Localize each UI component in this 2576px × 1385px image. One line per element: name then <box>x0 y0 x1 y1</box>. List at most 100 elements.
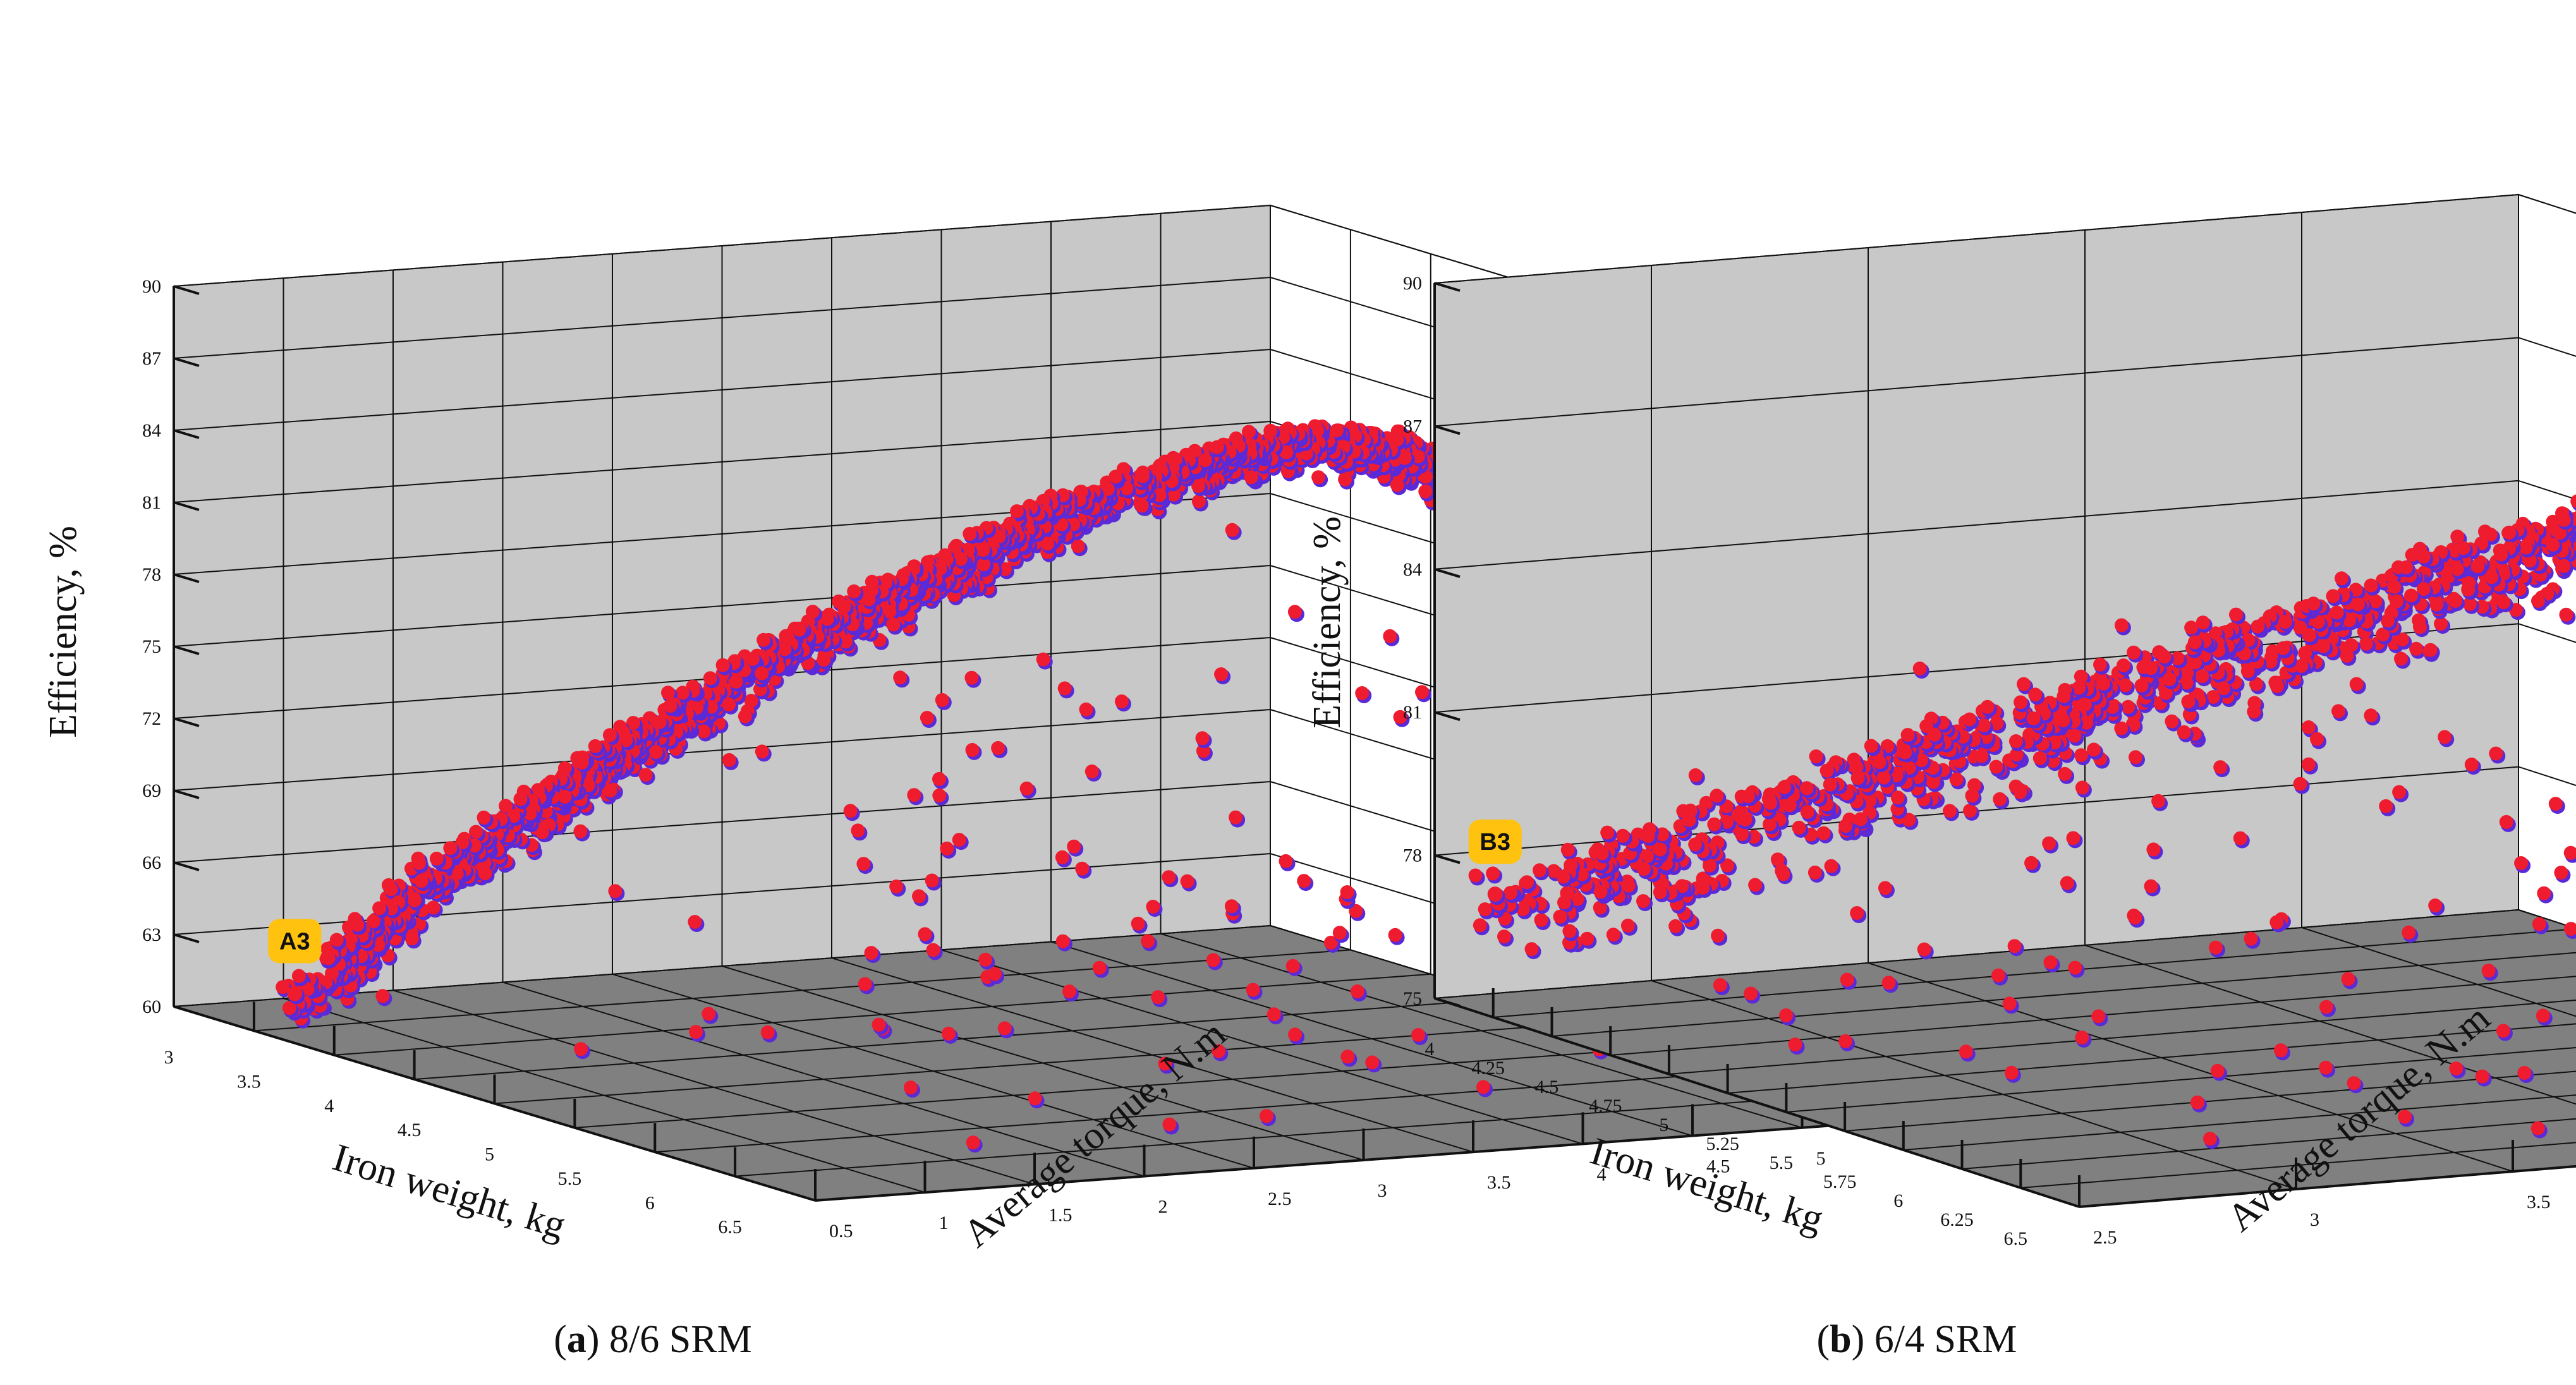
data-point <box>1010 504 1024 519</box>
data-point <box>1071 539 1085 553</box>
data-point <box>372 901 387 916</box>
z-tick-mark <box>173 573 200 583</box>
data-point <box>1419 469 1433 484</box>
data-point <box>652 715 667 729</box>
data-point <box>755 744 769 759</box>
data-point <box>2405 548 2419 562</box>
data-point <box>276 980 290 995</box>
annotated-point <box>287 986 303 1001</box>
data-point <box>1040 536 1055 551</box>
data-point <box>2450 562 2464 576</box>
data-point <box>1388 928 1402 942</box>
data-point <box>573 824 588 838</box>
x-tick-label: 4 <box>324 1096 334 1116</box>
data-point <box>2114 618 2129 632</box>
data-point <box>1057 681 1072 696</box>
data-point <box>2359 636 2373 651</box>
data-point <box>1146 900 1160 914</box>
data-point <box>1397 451 1412 465</box>
data-point <box>1242 425 1256 439</box>
data-point <box>1084 764 1099 778</box>
data-point <box>2402 925 2416 940</box>
data-point <box>882 605 897 619</box>
data-point <box>1244 470 1258 485</box>
data-point <box>407 893 422 907</box>
data-point <box>1062 984 1076 999</box>
data-point <box>2344 638 2359 652</box>
wall-gridline-z <box>173 277 1271 359</box>
data-point <box>2496 595 2511 610</box>
z-tick-label: 66 <box>142 852 161 873</box>
data-point <box>925 873 939 888</box>
z-tick-mark <box>173 285 200 295</box>
data-point <box>1152 488 1167 502</box>
data-point <box>903 1080 918 1095</box>
z-tick-label: 60 <box>142 996 161 1017</box>
x-tick-label: 4.5 <box>398 1120 422 1140</box>
data-point <box>300 982 315 996</box>
data-point <box>2413 620 2427 634</box>
data-point <box>2409 641 2424 656</box>
data-point <box>1383 629 1397 643</box>
data-point <box>872 1017 886 1032</box>
data-point <box>851 823 865 838</box>
data-point <box>1158 1056 1172 1071</box>
data-point <box>2494 547 2508 562</box>
data-points-b <box>1468 494 2576 1149</box>
data-point <box>1323 935 1338 950</box>
y-tick-label: 4.5 <box>1706 1156 1730 1177</box>
floor-gridline-x <box>1493 928 2576 1018</box>
data-point <box>688 915 702 929</box>
floor-gridline-y <box>2084 945 2576 1105</box>
data-point <box>1297 874 1311 888</box>
y-tick-label: 3.5 <box>1487 1172 1511 1193</box>
data-point <box>2536 1008 2550 1023</box>
data-point <box>2434 617 2448 631</box>
x-axis-title: Iron weight, kg <box>328 1136 571 1247</box>
data-point <box>1055 850 1069 864</box>
data-point <box>2146 842 2161 857</box>
data-point <box>1055 934 1070 948</box>
data-point <box>2350 597 2365 612</box>
data-point <box>1092 960 1107 975</box>
data-point <box>1349 904 1363 918</box>
data-point <box>1036 652 1050 667</box>
z-tick-label: 69 <box>142 780 161 801</box>
data-point <box>2331 704 2345 718</box>
data-point <box>2368 594 2383 608</box>
data-point <box>2229 607 2243 622</box>
data-point <box>702 1007 716 1021</box>
data-point <box>1340 1049 1355 1064</box>
data-point <box>858 977 872 991</box>
caption-a: (a) 8/6 SRM <box>554 1318 752 1361</box>
data-point <box>2390 594 2404 608</box>
data-point <box>738 709 752 723</box>
data-point <box>2240 664 2255 679</box>
data-point <box>2387 579 2402 594</box>
data-point <box>2392 785 2407 799</box>
data-point <box>1028 1091 1042 1106</box>
data-point <box>755 666 769 680</box>
data-point <box>588 739 602 753</box>
floor-gridline-x <box>1552 952 2576 1037</box>
data-point <box>523 806 537 821</box>
data-point <box>1390 478 1404 492</box>
data-point <box>626 716 640 730</box>
data-point <box>1311 470 1326 485</box>
data-point <box>2316 639 2331 653</box>
data-point <box>976 557 991 572</box>
data-point <box>1162 870 1176 885</box>
data-point <box>1390 432 1404 447</box>
data-point <box>1225 523 1239 537</box>
data-point <box>847 584 861 598</box>
data-point <box>2381 614 2395 628</box>
data-point <box>1135 469 1150 483</box>
data-point <box>932 788 947 802</box>
data-point <box>414 874 428 888</box>
data-point <box>988 967 1002 981</box>
data-point <box>1198 453 1212 468</box>
data-point <box>535 825 550 840</box>
data-point <box>1134 499 1149 513</box>
data-point <box>839 634 853 649</box>
